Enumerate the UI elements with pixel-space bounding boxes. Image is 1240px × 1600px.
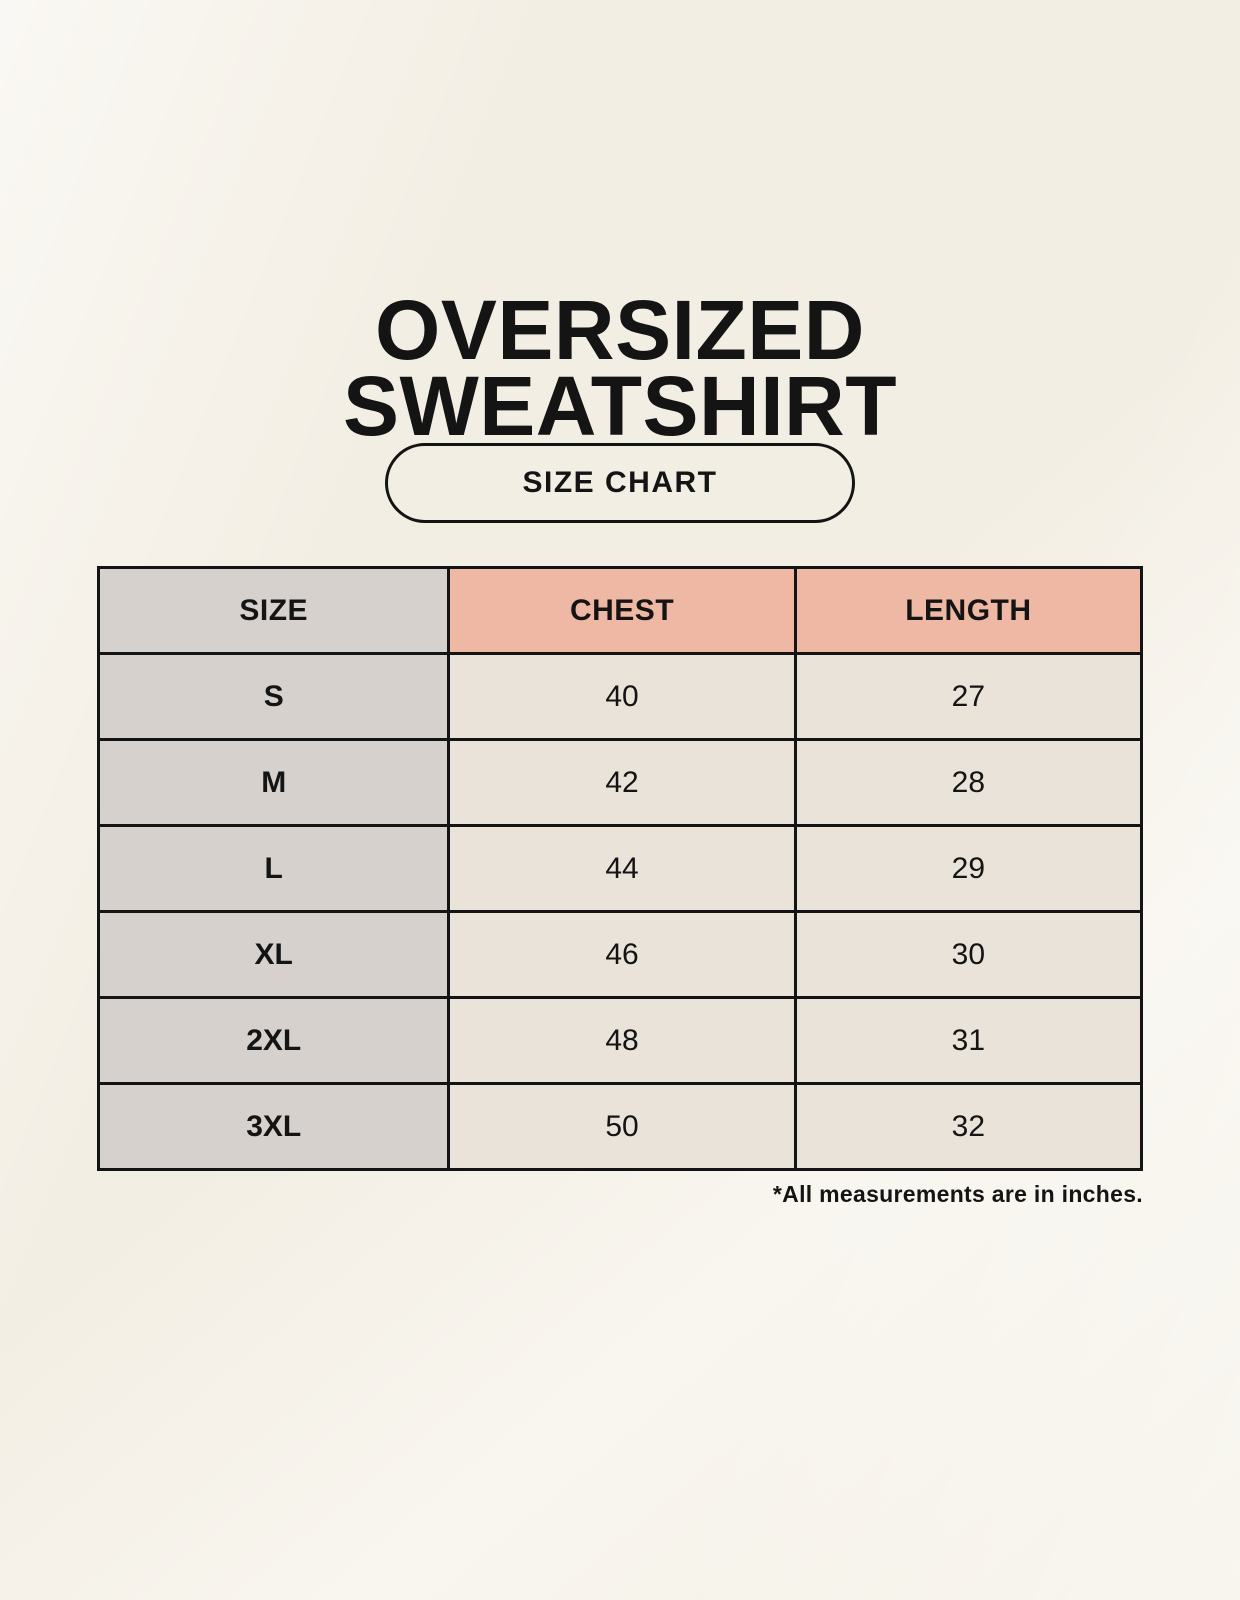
- length-value-cell: 27: [793, 652, 1144, 741]
- chest-value-cell: 50: [447, 1082, 797, 1171]
- chest-value-cell: 42: [447, 738, 797, 827]
- size-chart-badge: SIZE CHART: [385, 443, 855, 523]
- column-header-chest: CHEST: [447, 566, 797, 655]
- column-header-length: LENGTH: [793, 566, 1144, 655]
- chest-value-cell: 48: [447, 996, 797, 1085]
- product-title-line1: OVERSIZED: [375, 283, 865, 378]
- size-chart-table: SIZE CHEST LENGTH S 40 27 M 42 28 L 44 2…: [96, 566, 1144, 1171]
- length-value-cell: 28: [793, 738, 1144, 827]
- chest-value-cell: 40: [447, 652, 797, 741]
- column-header-size: SIZE: [96, 566, 451, 655]
- size-cell: L: [96, 824, 451, 913]
- size-cell: M: [96, 738, 451, 827]
- length-value-cell: 32: [793, 1082, 1144, 1171]
- length-value-cell: 29: [793, 824, 1144, 913]
- measurements-footnote: *All measurements are in inches.: [772, 1181, 1143, 1207]
- size-cell: S: [96, 652, 451, 741]
- table-header-row: SIZE CHEST LENGTH: [96, 566, 1144, 655]
- product-title-line2: SWEATSHIRT: [342, 359, 898, 454]
- size-cell: XL: [96, 910, 451, 999]
- table-row-l: L 44 29: [96, 824, 1144, 913]
- table-row-3xl: 3XL 50 32: [96, 1082, 1144, 1171]
- length-value-cell: 31: [793, 996, 1144, 1085]
- table-row-s: S 40 27: [96, 652, 1144, 741]
- product-title: OVERSIZED SWEATSHIRT: [0, 288, 1240, 448]
- table-row-xl: XL 46 30: [96, 910, 1144, 999]
- table-row-m: M 42 28: [96, 738, 1144, 827]
- table-row-2xl: 2XL 48 31: [96, 996, 1144, 1085]
- size-cell: 2XL: [96, 996, 451, 1085]
- chest-value-cell: 44: [447, 824, 797, 913]
- length-value-cell: 30: [793, 910, 1144, 999]
- size-cell: 3XL: [96, 1082, 451, 1171]
- chest-value-cell: 46: [447, 910, 797, 999]
- size-chart-badge-label: SIZE CHART: [522, 466, 718, 499]
